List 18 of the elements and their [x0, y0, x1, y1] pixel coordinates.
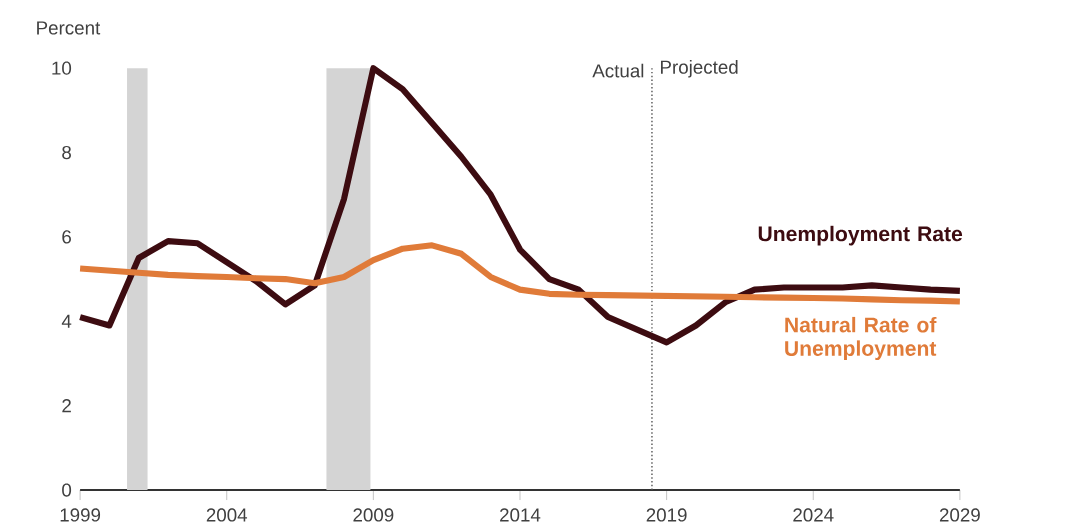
annotation: Actual	[592, 63, 644, 78]
y-tick-label: 10	[52, 61, 72, 75]
y-tick-label: 4	[61, 314, 72, 328]
x-tick-label: 2019	[646, 508, 687, 522]
x-tick-label: 1999	[60, 508, 101, 522]
y-tick-label: 8	[62, 145, 71, 160]
x-tick-label: 2009	[353, 508, 394, 522]
y-tick-label: 6	[62, 230, 71, 244]
text: Unemployment Rate	[758, 225, 963, 246]
y-tick-label: 0	[62, 483, 72, 497]
x-tick-label: 2014	[500, 508, 541, 522]
x-tick-label: 2024	[793, 508, 834, 522]
x-tick-label: 2004	[206, 508, 248, 522]
series-label: Natural Rate of Unemployment	[785, 316, 937, 361]
y-axis-title: Percent	[37, 21, 101, 35]
y-tick-label: 2	[62, 399, 71, 413]
annotation: Projected	[661, 60, 738, 78]
x-tick-label: 2029	[939, 508, 980, 522]
